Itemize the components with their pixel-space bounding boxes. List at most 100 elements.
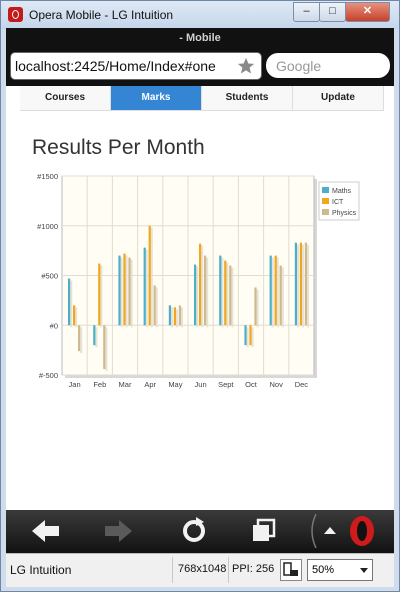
bar-physics-sept — [229, 265, 232, 326]
x-tick-label: Sept — [218, 380, 234, 389]
y-tick-label: #1000 — [37, 222, 58, 231]
bar-shadow — [171, 307, 173, 328]
bar-shadow — [145, 249, 148, 328]
bar-maths-nov — [269, 255, 272, 326]
bar-ict-oct — [249, 325, 252, 346]
x-tick-label: Mar — [119, 380, 132, 389]
bar-ict-feb — [98, 263, 101, 326]
bar-ict-nov — [274, 255, 277, 326]
rotate-device-button[interactable] — [280, 559, 302, 581]
bar-maths-feb — [93, 325, 96, 346]
reload-icon[interactable] — [176, 514, 212, 548]
maximize-button[interactable]: □ — [319, 2, 346, 22]
device-ppi: PPI: 256 — [232, 563, 275, 575]
x-tick-label: May — [168, 380, 182, 389]
bar-shadow — [181, 307, 183, 328]
bar-shadow — [70, 280, 73, 328]
bar-maths-apr — [143, 247, 146, 326]
bar-maths-dec — [294, 242, 297, 326]
bar-shadow — [201, 245, 204, 328]
minimize-button[interactable]: – — [293, 2, 320, 22]
results-chart: #-500 #0 #500 #1000 #1500 Jan Feb Mar Apr May Jun S… — [37, 172, 360, 389]
y-tick-label: #1500 — [37, 172, 58, 181]
bar-shadow — [95, 327, 98, 348]
device-name: LG Intuition — [10, 563, 72, 577]
tab-courses[interactable]: Courses — [20, 86, 111, 110]
mode-label: - Mobile — [179, 32, 221, 44]
bar-shadow — [271, 257, 274, 328]
window-titlebar: Opera Mobile - LG Intuition – □ ✕ — [1, 1, 399, 29]
close-button[interactable]: ✕ — [345, 2, 390, 22]
legend-swatch — [322, 187, 329, 193]
x-tick-label: Oct — [245, 380, 258, 389]
bar-shadow — [80, 327, 83, 354]
bar-shadow — [100, 265, 103, 328]
bar-physics-nov — [279, 265, 282, 326]
x-tick-label: Feb — [93, 380, 106, 389]
legend-swatch — [322, 198, 329, 204]
bar-physics-mar — [128, 257, 131, 326]
opera-menu-icon[interactable] — [308, 514, 388, 548]
y-tick-label: #500 — [41, 272, 58, 281]
bar-shadow — [281, 267, 284, 328]
search-input[interactable] — [276, 56, 380, 75]
bar-shadow — [125, 255, 128, 328]
x-tick-label: Dec — [295, 380, 309, 389]
bar-shadow — [307, 244, 309, 328]
bar-ict-jan — [73, 305, 76, 326]
status-divider — [172, 557, 173, 583]
forward-arrow-icon[interactable] — [100, 514, 136, 548]
x-tick-label: Apr — [144, 380, 156, 389]
bar-physics-apr — [153, 285, 156, 326]
bar-ict-jun — [199, 243, 202, 326]
status-divider — [228, 557, 229, 583]
bar-shadow — [105, 327, 108, 372]
y-tick-label: #0 — [50, 321, 58, 330]
bookmark-star-icon[interactable] — [237, 57, 255, 75]
x-tick-label: Nov — [270, 380, 284, 389]
bar-shadow — [221, 257, 224, 328]
back-arrow-icon[interactable] — [28, 514, 64, 548]
address-bar[interactable] — [10, 52, 262, 80]
url-input[interactable] — [15, 55, 227, 77]
x-tick-label: Jan — [69, 380, 81, 389]
bar-shadow — [150, 227, 153, 328]
tab-students[interactable]: Students — [202, 86, 293, 110]
bar-maths-jan — [68, 278, 71, 326]
browser-toolbar — [6, 510, 394, 553]
bar-physics-dec — [304, 242, 307, 326]
x-tick-label: Jun — [195, 380, 207, 389]
zoom-select[interactable]: 50% — [307, 559, 373, 581]
legend-label: Maths — [332, 188, 352, 195]
tabs-icon[interactable] — [246, 514, 282, 548]
legend-label: ICT — [332, 199, 344, 206]
search-bar[interactable] — [266, 53, 390, 78]
rotate-icon — [283, 562, 298, 576]
status-bar: LG Intuition 768x1048 PPI: 256 50% — [6, 553, 394, 587]
bar-shadow — [297, 244, 299, 328]
bar-physics-may — [178, 305, 181, 326]
bar-physics-jun — [204, 255, 207, 326]
bar-shadow — [130, 259, 133, 328]
bar-shadow — [231, 267, 234, 328]
bar-ict-apr — [148, 225, 151, 326]
legend-label: Physics — [332, 210, 357, 217]
bar-maths-mar — [118, 255, 121, 326]
tab-update[interactable]: Update — [293, 86, 384, 110]
bar-shadow — [251, 327, 254, 348]
bar-shadow — [196, 266, 199, 328]
web-page: Courses Marks Students Update Results Pe… — [6, 86, 394, 510]
bar-shadow — [75, 307, 78, 328]
bar-shadow — [155, 287, 158, 328]
bar-physics-oct — [254, 287, 257, 326]
y-tick-label: #-500 — [39, 371, 58, 380]
bar-maths-jun — [194, 264, 197, 326]
nav-tabs: Courses Marks Students Update — [20, 86, 384, 111]
zoom-value: 50% — [312, 564, 335, 576]
device-resolution: 768x1048 — [178, 563, 227, 575]
chevron-down-icon — [360, 568, 368, 573]
bar-physics-jan — [78, 325, 81, 352]
tab-marks[interactable]: Marks — [111, 86, 202, 110]
bar-shadow — [226, 262, 229, 328]
bar-maths-may — [168, 305, 171, 326]
